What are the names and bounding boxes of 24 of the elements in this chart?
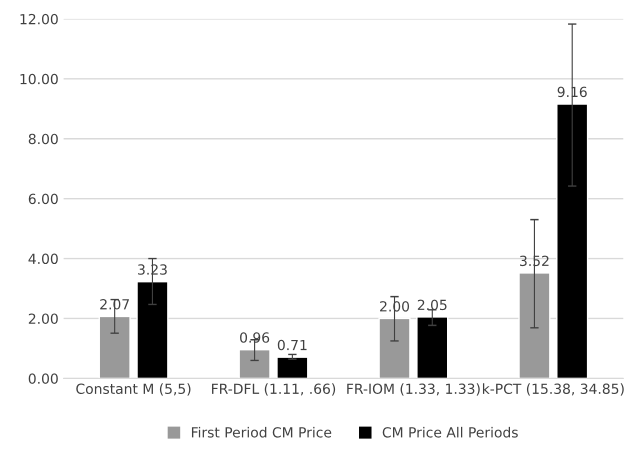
y-tick-label: 4.00 xyxy=(28,254,58,264)
y-tick-label: 12.00 xyxy=(20,14,58,24)
legend-label: CM Price All Periods xyxy=(382,426,518,438)
data-label: 0.96 xyxy=(240,332,270,343)
bar xyxy=(136,280,169,378)
x-tick-label: FR-DFL (1.11, .66) xyxy=(212,383,336,396)
y-tick-label: 0.00 xyxy=(28,373,58,384)
bar xyxy=(556,103,588,378)
bar xyxy=(518,272,551,378)
y-tick-label: 10.00 xyxy=(20,74,58,84)
x-tick-label: Constant M (5,5) xyxy=(76,383,190,396)
bar xyxy=(276,356,308,378)
data-label: 2.05 xyxy=(418,300,447,310)
y-tick-label: 8.00 xyxy=(28,134,58,144)
bar xyxy=(378,318,411,378)
bar xyxy=(238,348,271,378)
data-label: 0.71 xyxy=(278,340,307,350)
x-tick-label: FR-IOM (1.33, 1.33) xyxy=(347,383,480,396)
x-tick-label: k-PCT (15.38, 34.85) xyxy=(482,383,624,396)
y-tick-label: 2.00 xyxy=(28,313,58,324)
bar xyxy=(416,316,448,378)
bar xyxy=(98,316,131,378)
y-tick-label: 6.00 xyxy=(28,194,58,204)
legend-label: First Period CM Price xyxy=(192,426,332,438)
